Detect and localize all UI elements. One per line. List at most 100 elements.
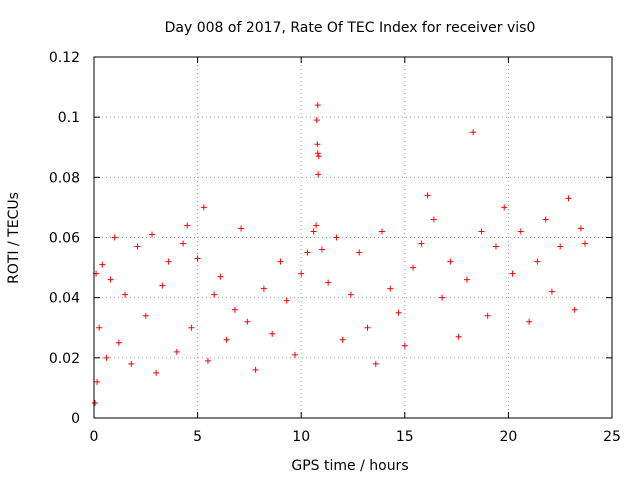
- data-point: [526, 318, 533, 325]
- data-point: [565, 195, 572, 202]
- data-point: [96, 324, 103, 331]
- data-point: [310, 228, 317, 235]
- y-tick-label: 0.06: [49, 231, 80, 247]
- data-point: [184, 222, 191, 229]
- data-point: [238, 225, 245, 232]
- x-axis-label: GPS time / hours: [291, 458, 408, 474]
- data-point: [153, 369, 160, 376]
- data-point: [134, 243, 141, 250]
- data-point: [347, 291, 354, 298]
- x-tick-label: 25: [603, 429, 621, 445]
- data-point: [410, 264, 417, 271]
- y-tick-label: 0.04: [49, 291, 80, 307]
- data-point: [548, 288, 555, 295]
- data-point: [304, 249, 311, 256]
- tick-marks: [93, 56, 613, 419]
- data-point: [517, 228, 524, 235]
- data-point: [509, 270, 516, 277]
- y-tick-label: 0.08: [49, 170, 80, 186]
- x-tick-label: 20: [499, 429, 517, 445]
- data-point: [107, 276, 114, 283]
- data-point: [314, 141, 321, 148]
- data-point: [122, 291, 129, 298]
- data-point: [463, 276, 470, 283]
- data-point: [111, 234, 118, 241]
- data-point: [557, 243, 564, 250]
- data-point: [173, 348, 180, 355]
- data-point: [571, 306, 578, 313]
- data-point: [315, 171, 322, 178]
- data-point: [582, 240, 589, 247]
- data-point: [447, 258, 454, 265]
- data-point: [439, 294, 446, 301]
- data-point: [372, 360, 379, 367]
- data-point: [501, 204, 508, 211]
- y-tick-label: 0.1: [58, 110, 80, 126]
- y-tick-label: 0.12: [49, 50, 80, 66]
- data-point: [223, 336, 230, 343]
- x-tick-label: 10: [292, 429, 310, 445]
- data-point: [314, 102, 321, 109]
- data-point: [534, 258, 541, 265]
- data-point: [333, 234, 340, 241]
- data-point: [418, 240, 425, 247]
- data-point: [364, 324, 371, 331]
- data-point: [244, 318, 251, 325]
- data-point: [252, 366, 259, 373]
- x-tick-label: 5: [193, 429, 202, 445]
- data-point: [484, 312, 491, 319]
- data-point: [149, 231, 156, 238]
- data-point: [325, 279, 332, 286]
- data-point: [401, 342, 408, 349]
- data-point: [318, 246, 325, 253]
- data-point: [291, 351, 298, 358]
- data-point: [313, 222, 320, 229]
- tick-labels: 0 5 10 15 20 25 0 0.02 0.04 0.06 0.08 0.1 0.12: [49, 50, 621, 445]
- data-point: [180, 240, 187, 247]
- x-tick-label: 0: [90, 429, 99, 445]
- data-point: [430, 216, 437, 223]
- data-point: [470, 129, 477, 136]
- data-point: [387, 285, 394, 292]
- data-point: [211, 291, 218, 298]
- data-point: [283, 297, 290, 304]
- data-point: [115, 339, 122, 346]
- data-point: [194, 255, 201, 262]
- data-point: [542, 216, 549, 223]
- data-point: [260, 285, 267, 292]
- data-point: [159, 282, 166, 289]
- chart-title: Day 008 of 2017, Rate Of TEC Index for r…: [165, 20, 536, 36]
- data-point: [492, 243, 499, 250]
- data-point: [92, 399, 99, 406]
- data-point: [298, 270, 305, 277]
- data-point: [313, 117, 320, 124]
- data-point: [200, 204, 207, 211]
- data-point: [204, 357, 211, 364]
- grid-lines: [94, 57, 612, 418]
- data-point: [269, 330, 276, 337]
- data-point: [577, 225, 584, 232]
- x-tick-label: 15: [396, 429, 414, 445]
- data-point: [217, 273, 224, 280]
- y-tick-label: 0.02: [49, 351, 80, 367]
- data-point: [142, 312, 149, 319]
- data-point: [395, 309, 402, 316]
- data-point: [314, 150, 321, 157]
- data-point: [128, 360, 135, 367]
- data-point: [103, 354, 110, 361]
- data-points: [92, 102, 589, 406]
- data-point: [231, 306, 238, 313]
- data-point: [356, 249, 363, 256]
- data-point: [424, 192, 431, 199]
- y-axis-label: ROTI / TECUs: [6, 192, 22, 284]
- data-point: [165, 258, 172, 265]
- data-point: [339, 336, 346, 343]
- y-tick-label: 0: [71, 411, 80, 427]
- data-point: [379, 228, 386, 235]
- data-point: [99, 261, 106, 268]
- data-point: [94, 378, 101, 385]
- data-point: [188, 324, 195, 331]
- data-point: [315, 153, 322, 160]
- data-point: [478, 228, 485, 235]
